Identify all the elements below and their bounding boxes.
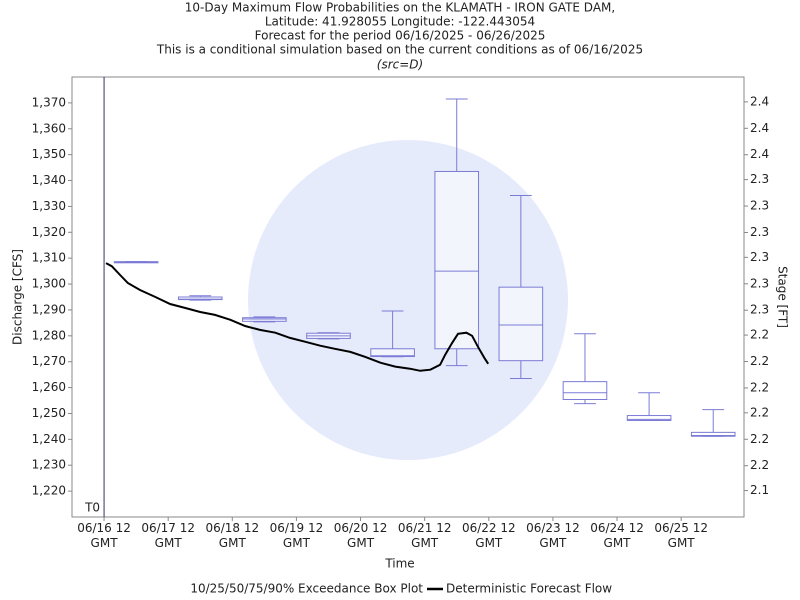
y-tick-label: 1,330 <box>32 199 66 213</box>
y2-axis-title: Stage [FT] <box>776 266 790 328</box>
forecast-line <box>105 262 490 372</box>
box <box>177 296 223 301</box>
y2-tick-label: 2.3 <box>750 225 769 239</box>
y2-tick-label: 2.2 <box>750 432 769 446</box>
title: Forecast for the period 06/16/2025 - 06/… <box>255 29 546 43</box>
y2-tick-label: 2.3 <box>750 276 769 290</box>
y2-tick-label: 2.2 <box>750 458 769 472</box>
x-tick-label: 06/25 12 GMT <box>654 521 708 550</box>
x-tick-label: 06/21 12 GMT <box>397 521 452 550</box>
y-tick-label: 1,300 <box>32 277 66 291</box>
subtitle: (src=D) <box>377 58 423 72</box>
y2-tick-label: 2.1 <box>750 483 769 497</box>
x-tick-label: 06/24 12 GMT <box>590 521 644 550</box>
plot-frame <box>71 76 745 518</box>
y-axis-title: Discharge [CFS] <box>11 249 25 345</box>
y2-tick-label: 2.2 <box>750 405 769 419</box>
y-tick-label: 1,220 <box>32 484 66 498</box>
y-tick-label: 1,240 <box>32 432 66 446</box>
box <box>242 317 287 322</box>
x-tick-label: 06/18 12 GMT <box>205 521 260 550</box>
box <box>690 431 736 437</box>
y2-tick-label: 2.2 <box>750 380 769 394</box>
y-tick-label: 1,260 <box>32 380 66 394</box>
watermark <box>248 140 568 460</box>
box <box>434 170 480 350</box>
y-tick-label: 1,250 <box>32 406 66 420</box>
box <box>562 381 608 400</box>
box <box>626 415 672 421</box>
y2-tick-label: 2.3 <box>750 172 769 186</box>
y-tick-label: 1,270 <box>32 354 66 368</box>
box <box>370 348 415 358</box>
y2-tick-label: 2.4 <box>750 94 769 108</box>
y2-tick-label: 2.3 <box>750 199 769 213</box>
y-tick-label: 1,290 <box>32 302 66 316</box>
y2-tick-label: 2.3 <box>750 250 769 264</box>
x-tick-label: 06/23 12 GMT <box>526 521 580 550</box>
x-tick-label: 06/20 12 GMT <box>333 521 388 550</box>
y-tick-label: 1,360 <box>32 121 66 135</box>
y2-tick-label: 2.2 <box>750 328 769 342</box>
y2-tick-label: 2.2 <box>750 354 769 368</box>
legend-label: Deterministic Forecast Flow <box>446 582 612 596</box>
y-tick-label: 1,350 <box>32 147 66 161</box>
box <box>498 286 544 362</box>
x-tick-label: 06/22 12 GMT <box>461 521 516 550</box>
y-tick-label: 1,370 <box>32 95 66 109</box>
y-tick-label: 1,320 <box>32 225 66 239</box>
title: This is a conditional simulation based o… <box>156 43 643 57</box>
title: Latitude: 41.928055 Longitude: -122.4430… <box>265 15 535 29</box>
y2-tick-label: 2.4 <box>750 121 769 135</box>
y-tick-label: 1,340 <box>32 173 66 187</box>
x-tick-label: 06/17 12 GMT <box>141 521 195 550</box>
x-tick-label: 06/16 12 GMT <box>77 521 131 550</box>
y-tick-label: 1,280 <box>32 328 66 342</box>
x-tick-label: 06/19 12 GMT <box>269 521 324 550</box>
t0-label: T0 <box>84 501 100 515</box>
y2-tick-label: 2.4 <box>750 147 769 161</box>
y2-tick-label: 2.3 <box>750 303 769 317</box>
x-axis-title: Time <box>384 557 414 571</box>
y-tick-label: 1,310 <box>32 251 66 265</box>
title: 10-Day Maximum Flow Probabilities on the… <box>185 1 615 15</box>
y-tick-label: 1,230 <box>32 458 66 472</box>
legend-label: 10/25/50/75/90% Exceedance Box Plot <box>190 582 423 596</box>
